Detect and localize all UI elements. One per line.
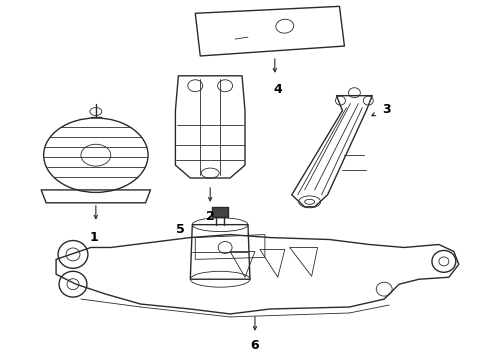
Text: 6: 6 (250, 339, 259, 352)
Text: 4: 4 (273, 83, 282, 96)
Polygon shape (212, 207, 228, 217)
Text: 3: 3 (382, 103, 391, 116)
Text: 1: 1 (90, 231, 98, 244)
Text: 5: 5 (176, 223, 185, 236)
Text: 2: 2 (206, 210, 215, 223)
